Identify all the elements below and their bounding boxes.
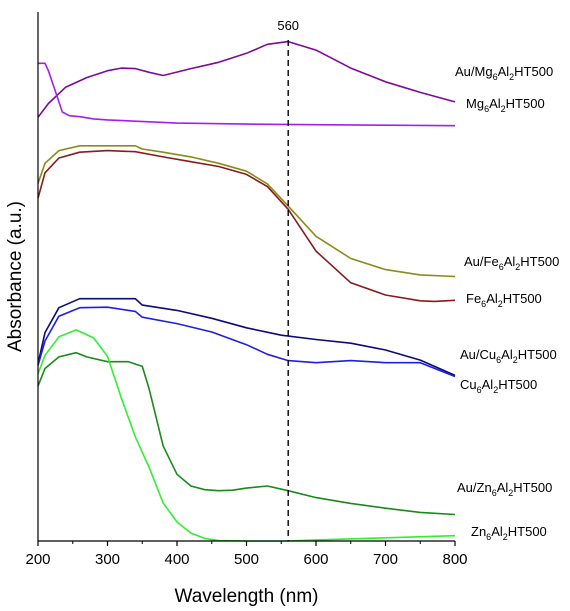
series-line [37,297,456,377]
x-ticks: 200 300 400 500 600 700 800 [25,541,468,568]
label-text: HT500 [508,524,547,539]
label-text: Au/Fe [464,254,499,269]
x-tick-label: 800 [442,551,467,568]
subscript-digit: 2 [501,104,506,114]
label-text: Zn [471,524,486,539]
x-tick-label: 300 [95,551,120,568]
subscript-digit: 2 [509,72,514,82]
label-text: Au/Mg [455,64,493,79]
series-line [37,351,456,516]
series-label: Mg6Al2HT500 [466,96,545,114]
series-line [37,306,456,378]
subscript-digit: 2 [498,299,503,309]
label-text: HT500 [498,377,537,392]
axes [37,12,455,542]
series-label: Au/Cu6Al2HT500 [460,347,557,365]
label-text: Al [501,347,513,362]
x-tick-label: 500 [234,551,259,568]
label-text: HT500 [520,254,559,269]
subscript-digit: 6 [486,532,491,542]
series-label: Au/Fe6Al2HT500 [464,254,559,272]
series-line [37,149,456,303]
x-tick-label: 400 [164,551,189,568]
label-text: Al [482,377,494,392]
label-text: Cu [460,377,477,392]
subscript-digit: 6 [484,104,489,114]
label-text: Mg [466,96,484,111]
reference-line-label: 560 [277,18,299,33]
subscript-digit: 2 [515,262,520,272]
subscript-digit: 6 [477,385,482,395]
series-line [37,145,456,278]
label-text: Au/Cu [460,347,496,362]
label-text: HT500 [506,96,545,111]
label-text: HT500 [514,64,553,79]
label-text: Al [489,96,501,111]
label-text: Al [491,524,503,539]
series-label: Au/Mg6Al2HT500 [455,64,553,82]
series-label: Cu6Al2HT500 [460,377,537,395]
series-label: Zn6Al2HT500 [471,524,547,542]
label-text: Fe [466,291,481,306]
x-axis-title: Wavelength (nm) [175,586,319,607]
y-axis-title: Absorbance (a.u.) [5,201,26,352]
label-text: Al [486,291,498,306]
subscript-digit: 6 [481,299,486,309]
series-line [37,40,456,118]
subscript-digit: 6 [496,355,501,365]
subscript-digit: 2 [493,385,498,395]
series-label: Au/Zn6Al2HT500 [457,480,552,498]
label-text: Al [497,480,509,495]
label-text: Al [498,64,510,79]
series-labels: Au/Mg6Al2HT500Mg6Al2HT500Au/Fe6Al2HT500F… [455,64,559,542]
subscript-digit: 6 [499,262,504,272]
label-text: HT500 [518,347,557,362]
subscript-digit: 6 [492,488,497,498]
label-text: HT500 [513,480,552,495]
x-tick-label: 200 [25,551,50,568]
subscript-digit: 6 [493,72,498,82]
x-tick-label: 600 [303,551,328,568]
label-text: Au/Zn [457,480,492,495]
subscript-digit: 2 [508,488,513,498]
series-line [38,62,456,127]
plot-lines [37,40,456,542]
x-tick-label: 700 [373,551,398,568]
subscript-digit: 2 [503,532,508,542]
series-label: Fe6Al2HT500 [466,291,542,309]
label-text: Al [504,254,516,269]
label-text: HT500 [503,291,542,306]
subscript-digit: 2 [513,355,518,365]
